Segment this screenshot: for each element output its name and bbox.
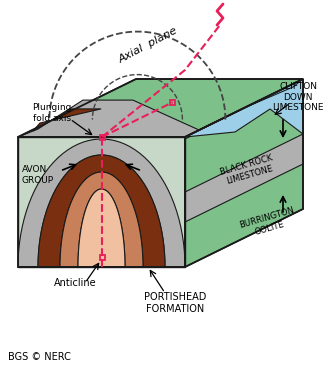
- Polygon shape: [33, 109, 101, 131]
- Polygon shape: [38, 155, 165, 267]
- Bar: [99, 135, 105, 140]
- Polygon shape: [185, 79, 303, 267]
- Text: AVON
GROUP: AVON GROUP: [22, 165, 54, 185]
- Text: BLACK ROCK
LIMESTONE: BLACK ROCK LIMESTONE: [219, 153, 277, 187]
- Bar: [99, 255, 105, 260]
- Polygon shape: [18, 100, 199, 137]
- Polygon shape: [78, 189, 125, 267]
- Polygon shape: [18, 79, 303, 137]
- Text: Plunging
fold axis: Plunging fold axis: [32, 103, 72, 123]
- Text: PORTISHEAD
FORMATION: PORTISHEAD FORMATION: [144, 292, 206, 314]
- Polygon shape: [18, 139, 185, 267]
- Polygon shape: [185, 79, 303, 137]
- Polygon shape: [185, 79, 303, 137]
- Text: CLIFTON
DOWN
LIMESTONE: CLIFTON DOWN LIMESTONE: [272, 82, 324, 112]
- Polygon shape: [185, 79, 303, 139]
- Text: Anticline: Anticline: [54, 278, 96, 288]
- Text: Axial  plane: Axial plane: [117, 25, 179, 65]
- Polygon shape: [18, 137, 185, 267]
- Polygon shape: [60, 172, 143, 267]
- Polygon shape: [185, 134, 303, 222]
- Bar: [170, 100, 175, 105]
- Text: BGS © NERC: BGS © NERC: [8, 352, 71, 362]
- Text: BURRINGTON
OOLITE: BURRINGTON OOLITE: [238, 206, 298, 240]
